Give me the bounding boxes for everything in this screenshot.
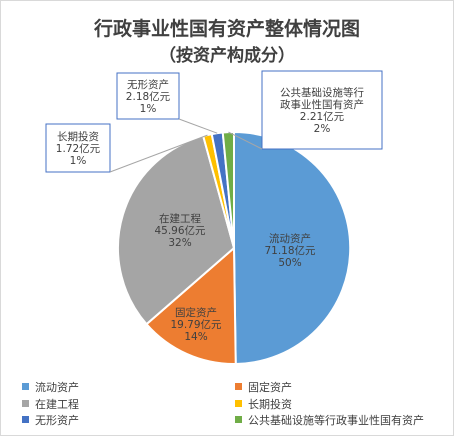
legend-item: 固定资产: [235, 381, 292, 395]
label-category: 在建工程: [159, 212, 201, 225]
chart-title: 行政事业性国有资产整体情况图: [93, 18, 360, 40]
legend-label: 流动资产: [35, 381, 79, 394]
legend-swatch: [22, 400, 29, 407]
label-category: 流动资产: [269, 232, 311, 245]
label-category: 公共基础设施等行: [280, 86, 364, 99]
label-value: 19.79亿元: [170, 318, 222, 331]
legend-label: 固定资产: [248, 381, 292, 394]
legend-label: 长期投资: [248, 398, 292, 411]
label-box: [45, 123, 111, 173]
legend-swatch: [235, 383, 242, 390]
legend-item: 无形资产: [22, 414, 79, 428]
legend-item: 公共基础设施等行政事业性国有资产: [235, 414, 424, 428]
leader-line: [109, 134, 208, 173]
pie-slice: [221, 130, 235, 249]
label-percent: 50%: [278, 257, 301, 269]
label-value: 45.96亿元: [154, 224, 206, 237]
legend-item: 流动资产: [22, 381, 79, 395]
legend-swatch: [235, 416, 242, 423]
label-percent: 2%: [314, 123, 331, 135]
label-value: 71.18亿元: [264, 244, 316, 257]
label-category: 长期投资: [57, 130, 99, 143]
label-percent: 32%: [168, 237, 191, 249]
legend-label: 公共基础设施等行政事业性国有资产: [248, 414, 424, 427]
chart-subtitle: （按资产构成分）: [159, 46, 295, 66]
pie-slice: [145, 245, 237, 365]
label-box: [261, 70, 383, 150]
legend-swatch: [235, 400, 242, 407]
legend-swatch: [22, 416, 29, 423]
label-value: 2.18亿元: [126, 90, 171, 103]
label-percent: 1%: [140, 103, 157, 115]
label-value: 1.72亿元: [56, 142, 101, 155]
label-value: 2.21亿元: [300, 110, 345, 123]
legend-label: 无形资产: [35, 414, 79, 427]
leader-line: [228, 131, 263, 150]
legend-item: 在建工程: [22, 398, 79, 412]
label-box: [116, 72, 180, 120]
legend-item: 长期投资: [235, 398, 292, 412]
legend-swatch: [22, 383, 29, 390]
label-percent: 1%: [70, 155, 87, 167]
label-percent: 14%: [184, 331, 207, 343]
label-category: 无形资产: [127, 78, 169, 91]
label-category: 政事业性国有资产: [280, 98, 364, 111]
leader-line: [178, 118, 218, 134]
legend-label: 在建工程: [35, 398, 79, 411]
label-category: 固定资产: [175, 306, 217, 319]
